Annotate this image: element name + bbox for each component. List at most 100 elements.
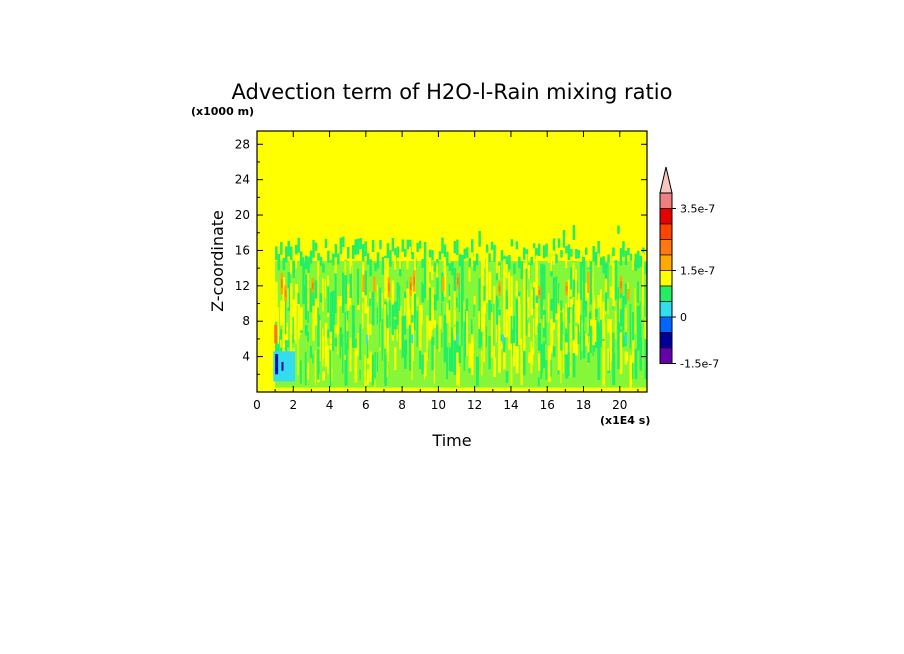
field-cell [483,253,486,268]
field-cell [503,260,505,303]
field-cell [458,274,460,313]
field-cell [322,371,326,381]
field-cell [376,307,378,325]
field-cell [463,326,466,344]
field-cell [431,265,434,281]
field-cell [421,283,425,303]
field-cell [446,251,449,266]
field-cell [485,244,489,253]
field-cell [560,340,562,384]
field-cell [354,338,357,354]
field-cell [565,303,567,329]
field-cell [555,254,558,263]
field-cell [639,255,643,267]
field-cell [550,257,553,272]
field-cell [589,261,593,276]
field-cell [433,246,436,261]
field-cell [391,237,395,252]
field-cell [520,351,523,386]
field-cell [589,270,592,304]
field-cell [287,288,289,308]
x-tick-label: 10 [431,398,446,412]
field-cell [617,225,620,234]
field-cell [374,379,376,388]
field-cell [369,292,371,303]
field-cell [500,340,503,349]
y-tick-label: 8 [242,314,250,328]
x-axis-label: Time [431,431,471,450]
field-cell [485,256,488,271]
field-cell [426,265,429,300]
x-tick-label: 18 [576,398,591,412]
field-cell [369,323,372,336]
field-cell [473,295,475,317]
field-cell [443,244,447,262]
field-cell [317,253,320,261]
field-cell [637,305,640,351]
field-cell [421,354,425,375]
field-cell [642,252,645,267]
field-cell [359,324,362,361]
field-cell [612,353,616,386]
field-cell [634,288,636,335]
field-cell [304,356,307,369]
field-cell [478,278,481,312]
field-cell [359,369,361,380]
field-cell [572,265,575,280]
field-cell [570,333,572,377]
field-cell [406,288,410,329]
field-cell [572,225,576,240]
field-cell [552,277,556,323]
field-cell [510,343,513,386]
field-cell [369,351,372,382]
field-cell [314,242,318,251]
field-cell [327,286,330,313]
field-cell [607,318,610,333]
field-cell [443,257,446,272]
field-cell [463,300,465,322]
field-cell [423,253,427,299]
field-cell [339,327,342,359]
field-cell [493,357,496,377]
field-cell [376,284,378,303]
field-cell [431,287,434,311]
field-cell [624,307,627,332]
field-cell [438,325,441,352]
field-cell [528,352,531,364]
field-cell [423,241,427,255]
field-cell [612,262,616,307]
x-unit-label: (x1E4 s) [600,414,650,427]
field-cell [451,333,454,372]
field-cell [542,245,546,259]
field-cell [592,340,596,352]
x-tick-label: 14 [503,398,518,412]
field-cell [609,286,613,298]
field-cell [453,241,457,254]
field-cell [572,304,574,341]
field-cell [280,339,282,348]
field-cell [473,295,476,305]
field-cell [421,281,423,298]
field-cell [607,348,610,371]
field-cell [555,276,558,314]
field-cell [570,267,572,298]
field-cell [327,250,330,263]
field-hotspot-core [620,281,622,289]
field-cell [575,269,577,297]
field-cell [545,322,547,345]
field-cell [409,324,411,366]
field-cell [518,291,521,300]
field-cell [366,253,370,265]
colorbar-cell [659,301,673,318]
field-cell [503,296,506,338]
field-cell [386,314,389,339]
field-cell [366,306,369,342]
field-cell [488,253,491,262]
field-cell [540,343,543,373]
field-cell [327,345,329,375]
field-cell [495,298,499,308]
field-cell [535,302,539,326]
field-cell [280,241,283,255]
field-cell [389,303,391,328]
field-cell [560,312,563,351]
